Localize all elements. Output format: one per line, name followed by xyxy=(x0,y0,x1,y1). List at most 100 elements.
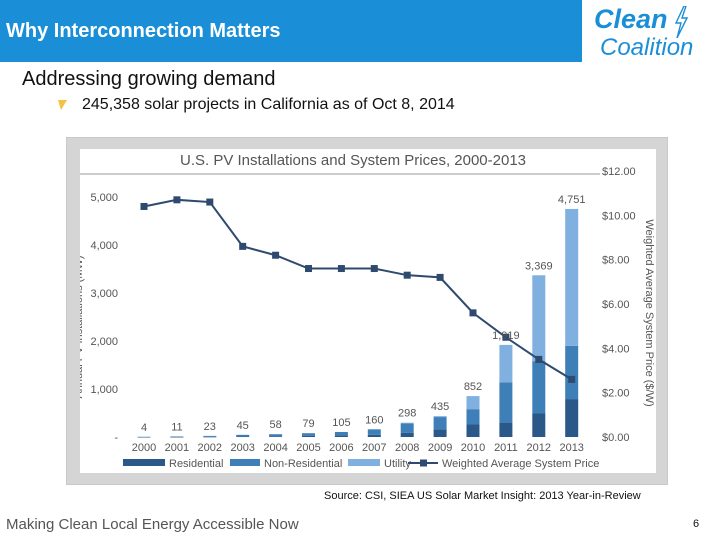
bar-residential-2008 xyxy=(400,432,414,437)
x-tick-label: 2001 xyxy=(165,442,189,454)
bar-utility-2008 xyxy=(400,422,414,424)
y-tick-label: 2,000 xyxy=(90,336,118,348)
slide-title: Why Interconnection Matters xyxy=(6,20,281,42)
bar-non-residential-2007 xyxy=(367,429,381,435)
total-label: 160 xyxy=(365,414,383,426)
y2-tick-label: $4.00 xyxy=(602,343,630,355)
chart-panel: U.S. PV Installations and System Prices,… xyxy=(73,149,656,473)
total-label: 4 xyxy=(141,422,147,434)
page-number: 6 xyxy=(693,518,700,530)
total-label: 45 xyxy=(237,420,249,432)
y2-tick-label: $12.00 xyxy=(602,166,636,178)
y2-tick-label: $8.00 xyxy=(602,255,630,267)
pv-installations-chart: U.S. PV Installations and System Prices,… xyxy=(73,152,655,470)
price-point-2012 xyxy=(535,355,543,363)
bar-residential-2005 xyxy=(302,435,315,437)
bar-utility-2013 xyxy=(565,208,579,346)
x-tick-label: 2010 xyxy=(461,442,485,454)
source-note: Source: CSI, SIEA US Solar Market Insigh… xyxy=(324,490,641,502)
y2-tick-label: $10.00 xyxy=(602,210,636,222)
clean-coalition-logo: Clean Coalition xyxy=(590,2,718,61)
y-tick-label: 3,000 xyxy=(90,288,118,300)
chart-title: U.S. PV Installations and System Prices,… xyxy=(180,152,526,169)
legend-label: Residential xyxy=(169,458,223,470)
lightning-bolt-icon xyxy=(674,6,688,38)
total-label: 3,369 xyxy=(525,260,553,272)
total-label: 58 xyxy=(269,419,281,431)
x-tick-label: 2009 xyxy=(428,442,452,454)
x-tick-label: 2002 xyxy=(198,442,222,454)
bar-non-residential-2004 xyxy=(269,434,283,437)
x-tick-label: 2006 xyxy=(329,442,353,454)
bar-residential-2009 xyxy=(433,429,447,437)
price-point-2008 xyxy=(403,271,411,279)
logo-word-coalition: Coalition xyxy=(600,34,694,61)
bar-non-residential-2009 xyxy=(433,417,447,430)
legend-swatch xyxy=(230,459,260,466)
price-point-2004 xyxy=(272,251,280,259)
legend-label: Non-Residential xyxy=(264,458,342,470)
total-label: 852 xyxy=(464,381,482,393)
x-tick-label: 2007 xyxy=(362,442,386,454)
price-point-2009 xyxy=(436,273,444,281)
chart-frame: U.S. PV Installations and System Prices,… xyxy=(66,137,668,485)
x-tick-label: 2005 xyxy=(296,442,320,454)
x-tick-label: 2012 xyxy=(527,442,551,454)
bar-non-residential-2013 xyxy=(565,345,579,400)
bar-non-residential-2006 xyxy=(334,431,348,436)
price-point-2006 xyxy=(337,265,345,273)
bar-residential-2002 xyxy=(203,436,217,438)
bar-residential-2001 xyxy=(170,436,184,438)
bar-utility-2012 xyxy=(532,275,546,362)
bar-non-residential-2010 xyxy=(466,409,480,425)
y2-tick-label: $6.00 xyxy=(602,299,630,311)
price-point-2010 xyxy=(469,309,477,317)
bar-residential-2011 xyxy=(499,422,513,437)
y-tick-label: 4,000 xyxy=(90,240,118,252)
bar-non-residential-2002 xyxy=(203,435,217,437)
total-label: 79 xyxy=(302,418,314,430)
y-tick-label: 5,000 xyxy=(90,192,118,204)
y2-tick-label: $0.00 xyxy=(602,432,630,444)
bullet-text: 245,358 solar projects in California as … xyxy=(82,96,455,113)
price-point-2003 xyxy=(239,242,247,250)
section-subtitle: Addressing growing demand xyxy=(22,68,276,90)
y-tick-label: 1,000 xyxy=(90,384,118,396)
total-label: 4,751 xyxy=(558,194,586,206)
total-label: 298 xyxy=(398,408,416,420)
bar-non-residential-2003 xyxy=(236,434,250,437)
x-tick-label: 2011 xyxy=(494,442,518,454)
legend-label: Utility xyxy=(384,458,411,470)
total-label: 435 xyxy=(431,401,449,413)
y-axis-title: Annual PV Installations (MW) xyxy=(80,255,85,398)
total-label: 105 xyxy=(332,417,350,429)
price-point-2013 xyxy=(568,375,576,383)
total-label: 1,919 xyxy=(492,330,520,342)
price-point-2000 xyxy=(140,202,148,210)
bar-non-residential-2012 xyxy=(532,361,546,414)
price-point-2011 xyxy=(502,333,510,341)
bullet-icon xyxy=(58,100,67,110)
legend-swatch xyxy=(348,459,380,466)
legend-swatch xyxy=(123,459,165,466)
price-point-2002 xyxy=(206,198,214,206)
logo-word-clean: Clean xyxy=(594,4,668,34)
x-tick-label: 2004 xyxy=(263,442,287,454)
bar-utility-2009 xyxy=(433,416,447,418)
x-tick-label: 2003 xyxy=(230,442,254,454)
x-tick-label: 2000 xyxy=(132,442,156,454)
total-label: 11 xyxy=(171,421,182,433)
price-line xyxy=(143,198,573,381)
y-tick-label: - xyxy=(114,432,118,444)
bar-residential-2006 xyxy=(334,435,348,437)
total-label: 23 xyxy=(204,421,216,433)
bar-residential-2007 xyxy=(367,434,381,437)
price-point-2005 xyxy=(305,265,312,273)
bar-residential-2013 xyxy=(565,399,579,437)
bar-non-residential-2001 xyxy=(170,436,184,438)
bar-non-residential-2011 xyxy=(499,382,513,423)
price-point-2007 xyxy=(370,265,378,273)
bar-residential-2010 xyxy=(466,424,480,437)
legend-line-marker xyxy=(420,459,427,467)
y2-tick-label: $2.00 xyxy=(602,388,630,400)
